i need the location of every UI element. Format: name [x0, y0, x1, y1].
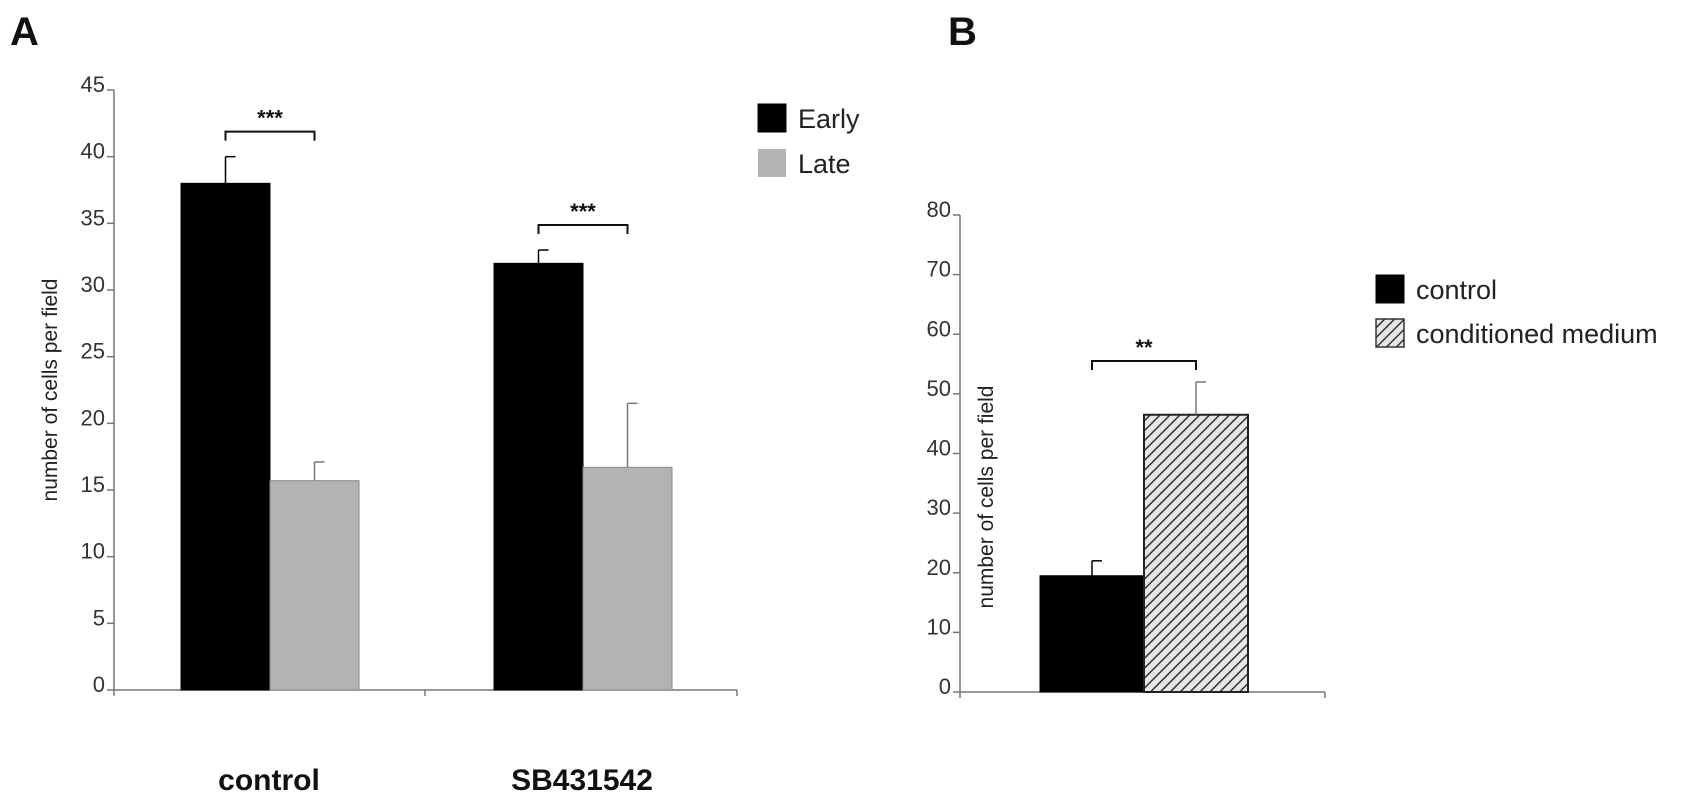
chart-b-legend-label-control: control: [1416, 275, 1497, 305]
chart-a-bar-early-control: [180, 182, 271, 691]
chart-b-y-tick-label: 70: [927, 257, 951, 282]
chart-b-y-tick-label: 80: [927, 197, 951, 222]
chart-b-legend-swatch-conditioned-medium: [1375, 318, 1405, 348]
chart-a-y-tick-label: 5: [93, 605, 105, 630]
chart-a-legend-swatch-late: [758, 149, 786, 177]
chart-b-y-tick-label: 30: [927, 495, 951, 520]
chart-b-y-tick-label: 20: [927, 555, 951, 580]
chart-b-significance-label-all: **: [1135, 335, 1153, 360]
chart-b-legend: control conditioned medium: [1375, 274, 1658, 349]
chart-a: number of cells per field control SB4315…: [39, 72, 860, 797]
chart-b-bar-control-all: [1039, 575, 1145, 693]
chart-a-y-tick-label: 25: [81, 339, 105, 364]
chart-b-y-tick-label: 10: [927, 614, 951, 639]
chart-a-y-tick-label: 35: [81, 205, 105, 230]
chart-a-legend-label-early: Early: [798, 104, 860, 134]
chart-a-category-label-control: control: [218, 764, 320, 797]
chart-a-bar-late-control: [269, 480, 360, 691]
chart-b-legend-label-conditioned-medium: conditioned medium: [1416, 319, 1658, 349]
chart-a-y-axis-title: number of cells per field: [39, 279, 62, 502]
chart-a-significance-bracket-control: [224, 130, 316, 141]
panel-b-label: B: [948, 10, 977, 54]
chart-b-y-tick-label: 40: [927, 436, 951, 461]
chart-a-category-label-sb431542: SB431542: [511, 764, 653, 797]
chart-a-legend-label-late: Late: [798, 149, 851, 179]
chart-b-legend-swatch-control: [1375, 274, 1405, 304]
chart-b-bar-conditioned-medium-all: [1143, 413, 1249, 693]
chart-a-legend: Early Late: [757, 103, 860, 179]
chart-a-significance-label-sb431542: ***: [570, 199, 596, 224]
chart-a-legend-swatch-early: [757, 103, 787, 133]
chart-a-significance-bracket-sb431542: [537, 224, 629, 234]
chart-a-bar-early-sb431542: [493, 262, 584, 691]
chart-b-y-tick-label: 50: [927, 376, 951, 401]
panel-a-label: A: [10, 10, 39, 54]
chart-a-y-tick-label: 10: [81, 539, 105, 564]
chart-b-y-tick-label: 0: [939, 674, 951, 699]
chart-a-y-tick-label: 40: [81, 139, 105, 164]
chart-b-y-axis-title: number of cells per field: [975, 386, 998, 609]
chart-a-y-tick-label: 15: [81, 472, 105, 497]
chart-a-y-tick-label: 45: [81, 72, 105, 97]
chart-a-y-tick-label: 0: [93, 672, 105, 697]
chart-a-y-tick-label: 20: [81, 405, 105, 430]
chart-b-significance-bracket-all: [1091, 359, 1197, 370]
chart-a-significance-label-control: ***: [257, 106, 283, 131]
chart-a-bar-late-sb431542: [582, 466, 673, 691]
chart-a-y-tick-label: 30: [81, 272, 105, 297]
chart-b-y-tick-label: 60: [927, 316, 951, 341]
chart-b: number of cells per field control condit…: [927, 197, 1658, 699]
